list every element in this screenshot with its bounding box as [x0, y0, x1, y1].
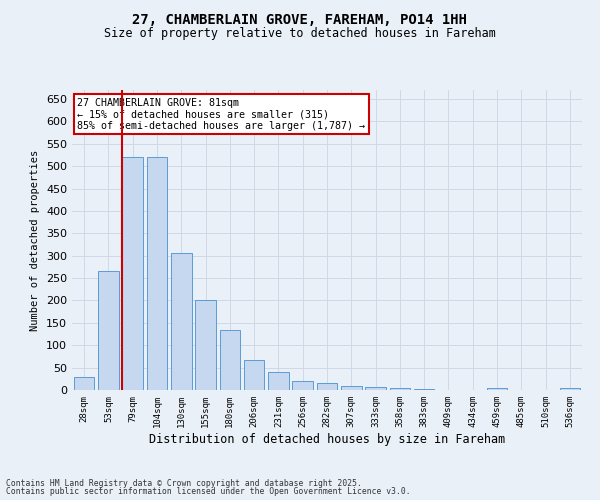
Text: 27, CHAMBERLAIN GROVE, FAREHAM, PO14 1HH: 27, CHAMBERLAIN GROVE, FAREHAM, PO14 1HH: [133, 12, 467, 26]
Bar: [195, 300, 216, 390]
X-axis label: Distribution of detached houses by size in Fareham: Distribution of detached houses by size …: [149, 432, 505, 446]
Bar: [220, 330, 240, 390]
Text: Contains HM Land Registry data © Crown copyright and database right 2025.: Contains HM Land Registry data © Crown c…: [6, 478, 362, 488]
Bar: [292, 381, 313, 390]
Bar: [98, 272, 119, 390]
Bar: [74, 376, 94, 390]
Bar: [122, 157, 143, 390]
Bar: [365, 387, 386, 390]
Bar: [317, 384, 337, 390]
Bar: [244, 360, 265, 390]
Bar: [389, 388, 410, 390]
Bar: [487, 388, 508, 390]
Y-axis label: Number of detached properties: Number of detached properties: [31, 150, 40, 330]
Bar: [414, 388, 434, 390]
Bar: [268, 372, 289, 390]
Text: Size of property relative to detached houses in Fareham: Size of property relative to detached ho…: [104, 28, 496, 40]
Bar: [341, 386, 362, 390]
Text: 27 CHAMBERLAIN GROVE: 81sqm
← 15% of detached houses are smaller (315)
85% of se: 27 CHAMBERLAIN GROVE: 81sqm ← 15% of det…: [77, 98, 365, 130]
Bar: [560, 388, 580, 390]
Text: Contains public sector information licensed under the Open Government Licence v3: Contains public sector information licen…: [6, 487, 410, 496]
Bar: [171, 254, 191, 390]
Bar: [146, 157, 167, 390]
